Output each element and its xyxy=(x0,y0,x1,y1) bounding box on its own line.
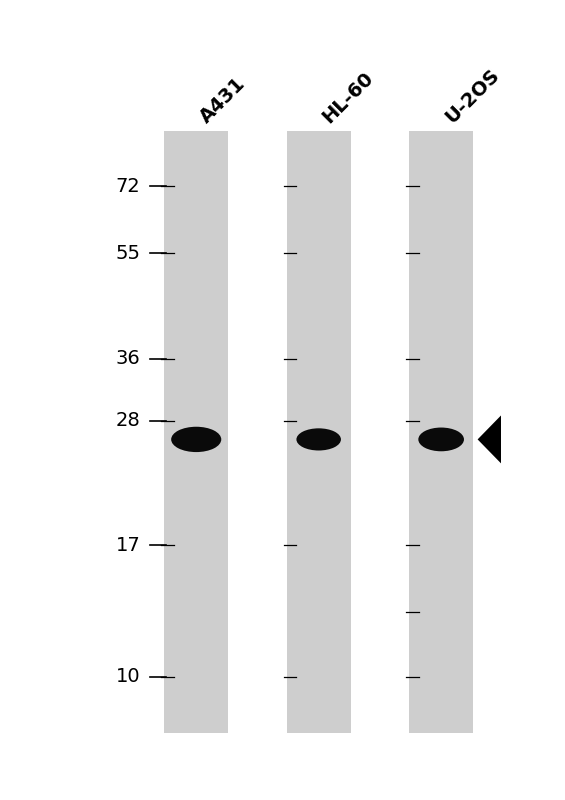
Text: HL-60: HL-60 xyxy=(319,69,377,127)
Bar xyxy=(164,131,228,733)
Text: 17: 17 xyxy=(116,535,141,554)
Text: 28: 28 xyxy=(116,411,141,430)
Ellipse shape xyxy=(171,426,221,452)
Text: A431: A431 xyxy=(196,74,249,127)
Text: U-2OS: U-2OS xyxy=(441,66,503,127)
Text: 55: 55 xyxy=(116,244,141,262)
Ellipse shape xyxy=(418,427,464,451)
Bar xyxy=(409,131,473,733)
Text: 36: 36 xyxy=(116,349,141,368)
Text: 10: 10 xyxy=(116,667,141,686)
Bar xyxy=(286,131,351,733)
Text: 72: 72 xyxy=(116,177,141,196)
Ellipse shape xyxy=(297,428,341,450)
Polygon shape xyxy=(477,415,501,463)
